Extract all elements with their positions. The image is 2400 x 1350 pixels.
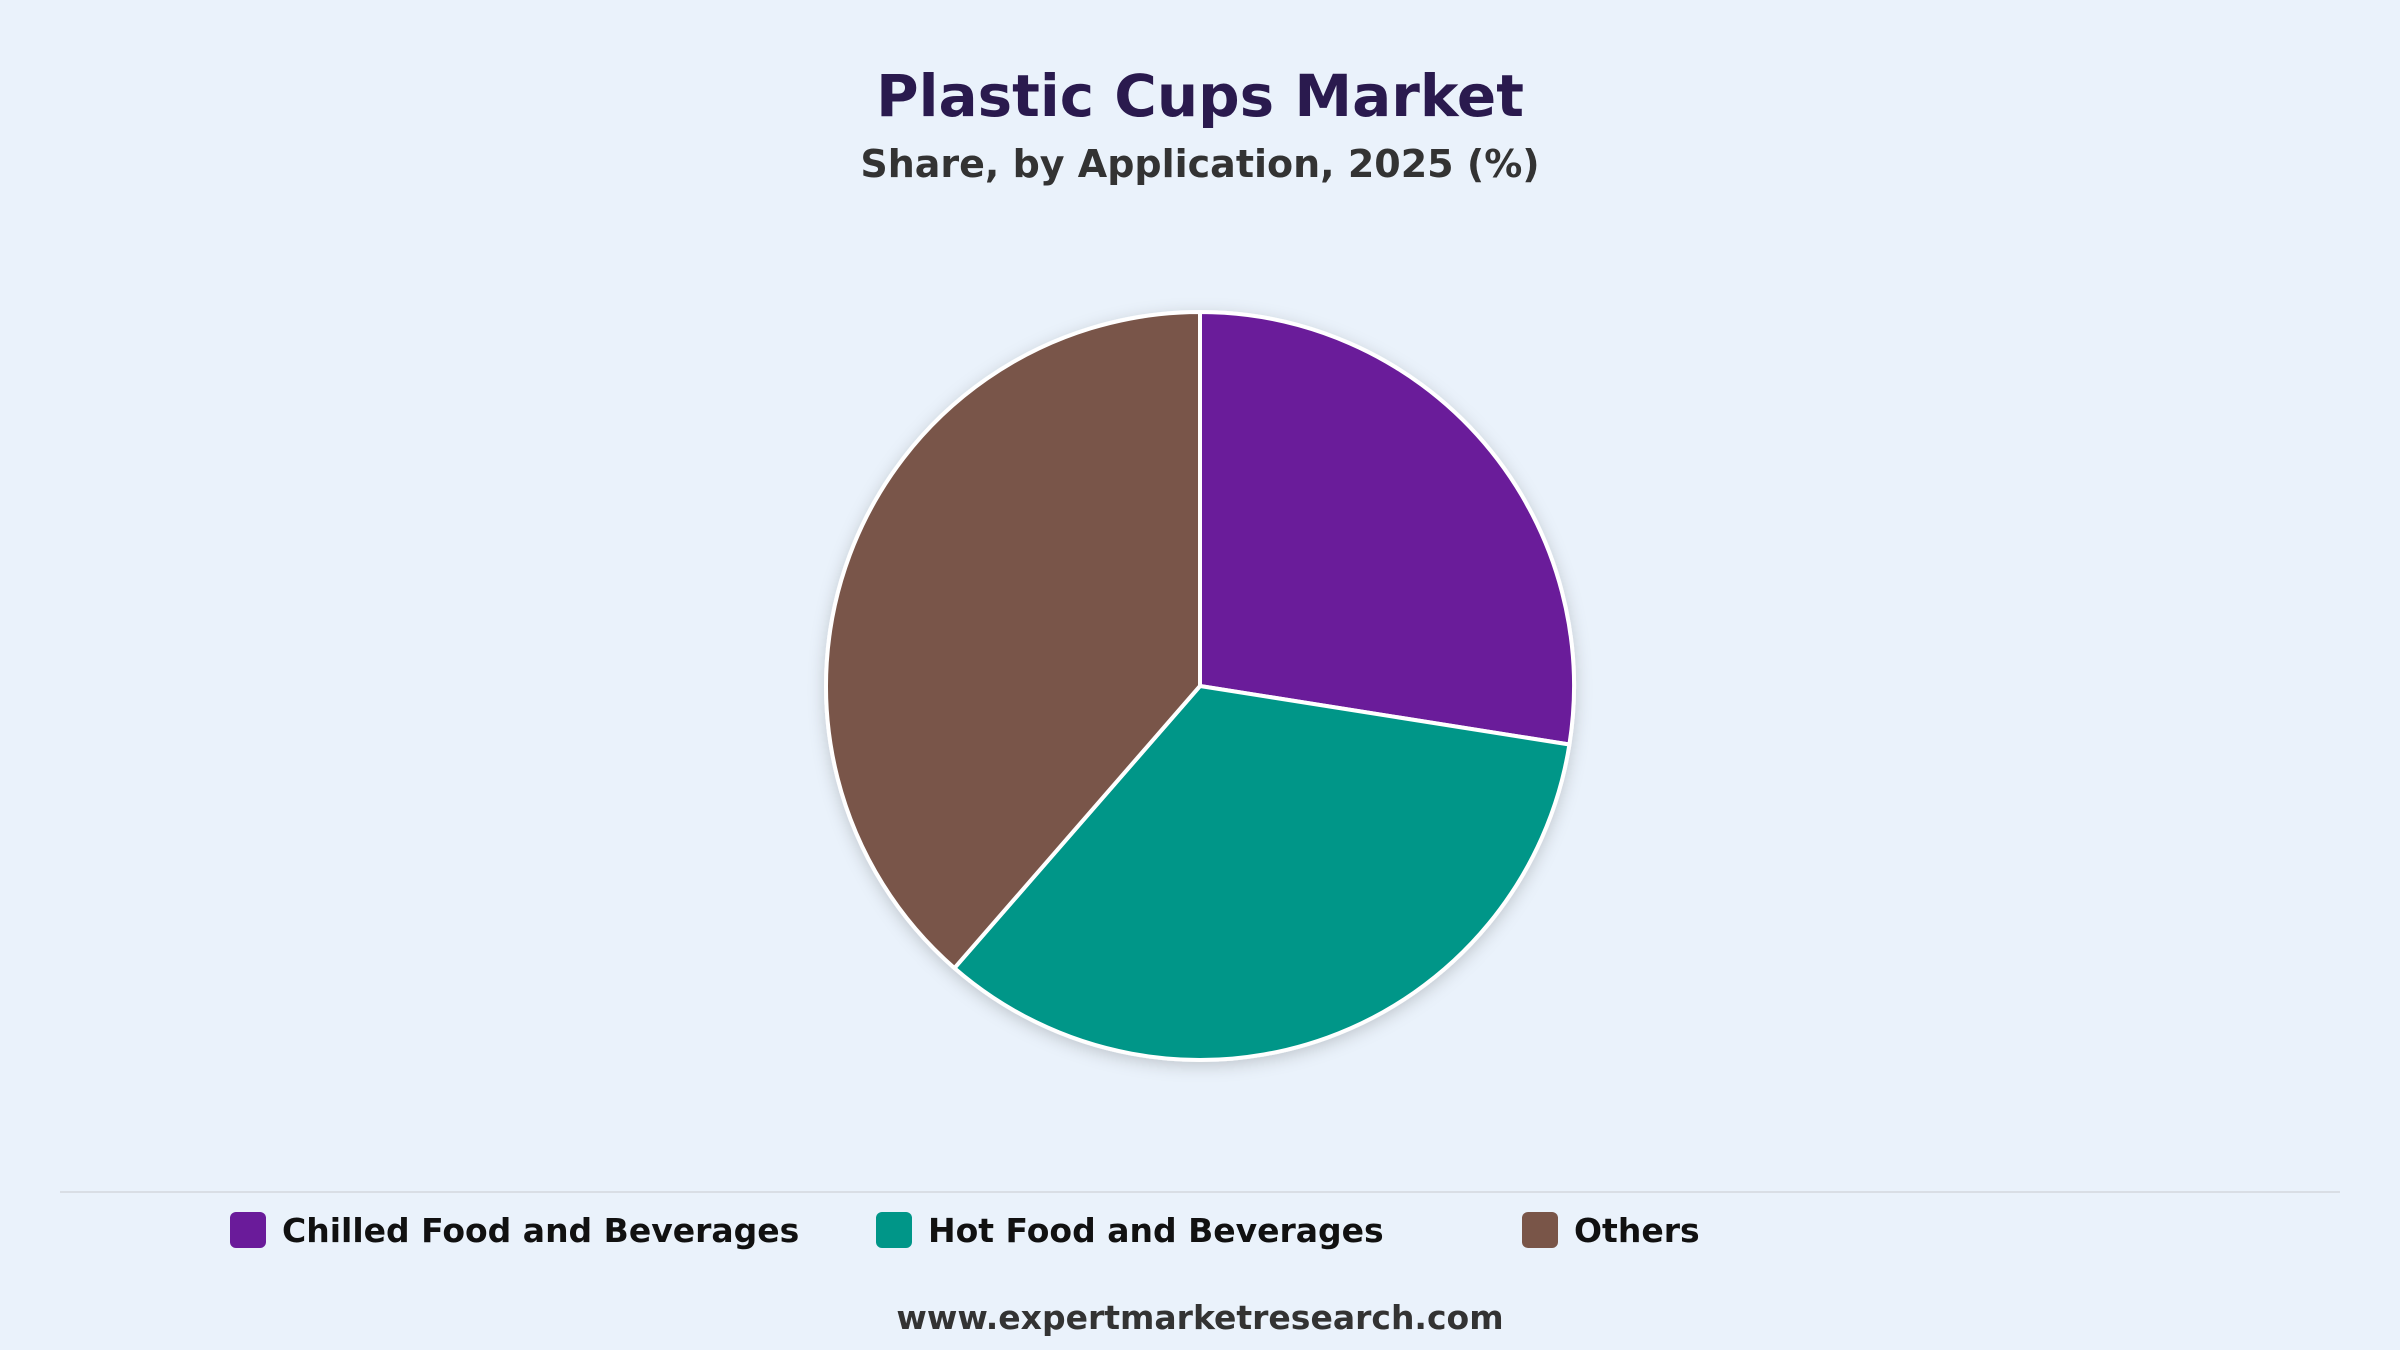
legend-swatch-hot [876,1212,912,1248]
legend-item-hot-food-and-beverages[interactable]: Hot Food and Beverages [876,1208,1384,1252]
legend-divider [60,1191,2340,1193]
legend-item-chilled-food-and-beverages[interactable]: Chilled Food and Beverages [230,1208,799,1252]
pie-slice-chilled-food-and-beverages[interactable] [1198,310,1576,747]
chart-subtitle: Share, by Application, 2025 (%) [860,142,1540,186]
legend-item-others[interactable]: Others [1522,1208,1700,1252]
legend-label: Chilled Food and Beverages [282,1210,800,1250]
pie-slice-hot-food-and-beverages[interactable] [952,684,1572,1062]
legend-label: Hot Food and Beverages [928,1210,1384,1250]
chart-title: Plastic Cups Market [876,62,1524,130]
legend-swatch-others [1522,1212,1558,1248]
legend-label: Others [1574,1210,1700,1250]
legend-swatch-chilled [230,1212,266,1248]
pie-slice-others[interactable] [824,310,1202,971]
source-url[interactable]: www.expertmarketresearch.com [896,1298,1504,1337]
